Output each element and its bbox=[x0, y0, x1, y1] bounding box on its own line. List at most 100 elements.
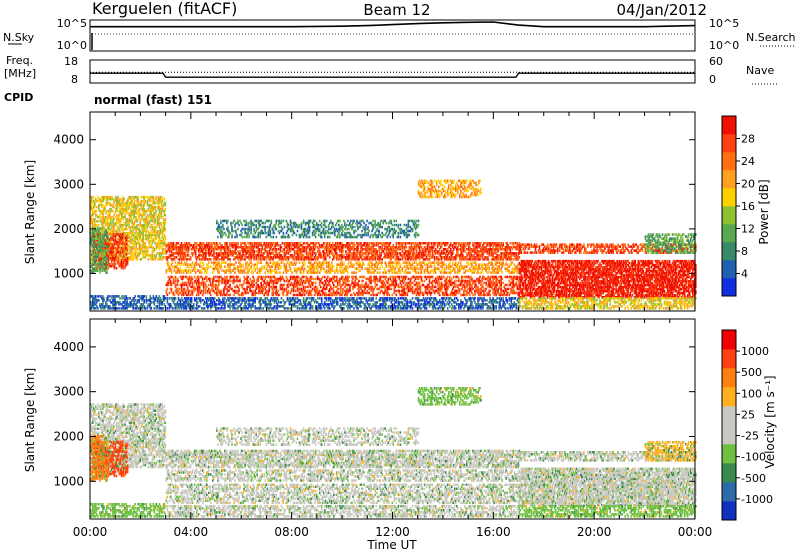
freq-label: Freq. bbox=[6, 54, 33, 67]
power-cell bbox=[119, 258, 121, 261]
power-cell bbox=[97, 220, 99, 223]
power-cell bbox=[113, 251, 115, 254]
power-cell bbox=[119, 230, 121, 233]
power-cell bbox=[165, 208, 167, 211]
power-cell bbox=[115, 263, 117, 266]
power-cell bbox=[112, 210, 114, 213]
nsky-label: N.Sky bbox=[3, 31, 35, 44]
power-data-layer bbox=[90, 180, 697, 310]
station-title: Kerguelen (fitACF) bbox=[92, 0, 237, 18]
power-cell bbox=[110, 233, 112, 236]
power-cell bbox=[113, 218, 115, 221]
power-cell bbox=[117, 196, 119, 199]
power-cell bbox=[161, 222, 163, 225]
power-cell bbox=[134, 200, 136, 203]
power-cell bbox=[109, 295, 111, 298]
freq-panel: Freq. [MHz] 18 8 60 0 Nave bbox=[4, 54, 778, 86]
power-cell bbox=[98, 295, 100, 298]
power-cell bbox=[96, 210, 98, 213]
power-cell bbox=[97, 307, 99, 310]
power-cell bbox=[98, 299, 100, 302]
power-cell bbox=[110, 208, 112, 211]
power-cell bbox=[152, 224, 154, 227]
power-cell bbox=[123, 253, 125, 256]
freq-line bbox=[90, 73, 695, 77]
power-cell bbox=[108, 255, 110, 258]
cpid-value: normal (fast) 151 bbox=[94, 93, 212, 107]
power-cell bbox=[126, 243, 128, 246]
power-cell bbox=[127, 249, 129, 252]
power-cell bbox=[165, 214, 167, 217]
power-cell bbox=[127, 257, 129, 260]
power-cell bbox=[126, 253, 128, 256]
nsky-tick-top: 10^5 bbox=[57, 17, 87, 30]
power-cell bbox=[138, 208, 140, 211]
power-cell bbox=[153, 196, 155, 199]
power-cell bbox=[93, 196, 95, 199]
nsky-tick-bottom: 10^0 bbox=[57, 39, 87, 52]
power-cell bbox=[116, 267, 118, 270]
radar-summary-plot: Kerguelen (fitACF) Beam 12 04/Jan/2012 N… bbox=[0, 0, 800, 554]
freq-tick-bottom: 8 bbox=[71, 73, 78, 86]
power-cell bbox=[100, 216, 102, 219]
power-cell bbox=[157, 252, 159, 255]
nave-tick-top: 60 bbox=[709, 55, 723, 68]
power-cell bbox=[122, 233, 124, 236]
power-cell bbox=[127, 237, 129, 240]
nsearch-tick-bottom: 10^0 bbox=[709, 39, 739, 52]
nsearch-label: N.Search bbox=[746, 31, 796, 44]
nave-label: Nave bbox=[746, 64, 774, 77]
power-cell bbox=[104, 196, 106, 199]
power-cell bbox=[162, 196, 164, 199]
power-cell bbox=[148, 250, 150, 253]
power-cell bbox=[109, 305, 111, 308]
power-cell bbox=[131, 196, 133, 199]
power-cell bbox=[155, 202, 157, 205]
power-cell bbox=[140, 196, 142, 199]
beam-title: Beam 12 bbox=[363, 1, 430, 19]
nave-tick-bottom: 0 bbox=[709, 73, 716, 86]
power-cell bbox=[140, 258, 142, 261]
power-cell bbox=[117, 210, 119, 213]
power-cell bbox=[123, 198, 125, 201]
power-cell bbox=[160, 196, 162, 199]
power-cell bbox=[145, 200, 147, 203]
freq-unit-label: [MHz] bbox=[4, 67, 36, 80]
power-cell bbox=[155, 206, 157, 209]
power-cell bbox=[139, 244, 141, 247]
power-cell bbox=[103, 297, 105, 300]
power-cell bbox=[107, 295, 109, 298]
nsky-line bbox=[90, 22, 695, 27]
power-cell bbox=[154, 248, 156, 251]
power-cell bbox=[102, 204, 104, 207]
power-cell bbox=[156, 210, 158, 213]
power-cell bbox=[155, 218, 157, 221]
power-cell bbox=[165, 218, 167, 221]
power-cell bbox=[126, 228, 128, 231]
nsearch-tick-top: 10^5 bbox=[709, 17, 739, 30]
power-cell bbox=[165, 202, 167, 205]
power-cell bbox=[96, 206, 98, 209]
power-cell bbox=[165, 236, 167, 239]
power-cell bbox=[95, 295, 97, 298]
power-cell bbox=[113, 206, 115, 209]
power-cell bbox=[137, 224, 139, 227]
power-cell bbox=[98, 224, 100, 227]
freq-tick-top: 18 bbox=[64, 55, 78, 68]
power-cell bbox=[156, 196, 158, 199]
power-cell bbox=[137, 196, 139, 199]
power-cell bbox=[164, 198, 166, 201]
power-cell bbox=[135, 216, 137, 219]
cpid-label: CPID bbox=[4, 91, 33, 104]
power-cell bbox=[148, 258, 150, 261]
power-cell bbox=[165, 228, 167, 231]
power-cell bbox=[145, 196, 147, 199]
date-title: 04/Jan/2012 bbox=[617, 1, 708, 19]
power-cell bbox=[145, 242, 147, 245]
nsky-panel: N.Sky 10^5 10^0 10^5 10^0 N.Search bbox=[3, 17, 796, 52]
power-cell bbox=[123, 222, 125, 225]
power-cell bbox=[116, 214, 118, 217]
power-cell bbox=[164, 256, 166, 259]
power-cell bbox=[118, 257, 120, 260]
